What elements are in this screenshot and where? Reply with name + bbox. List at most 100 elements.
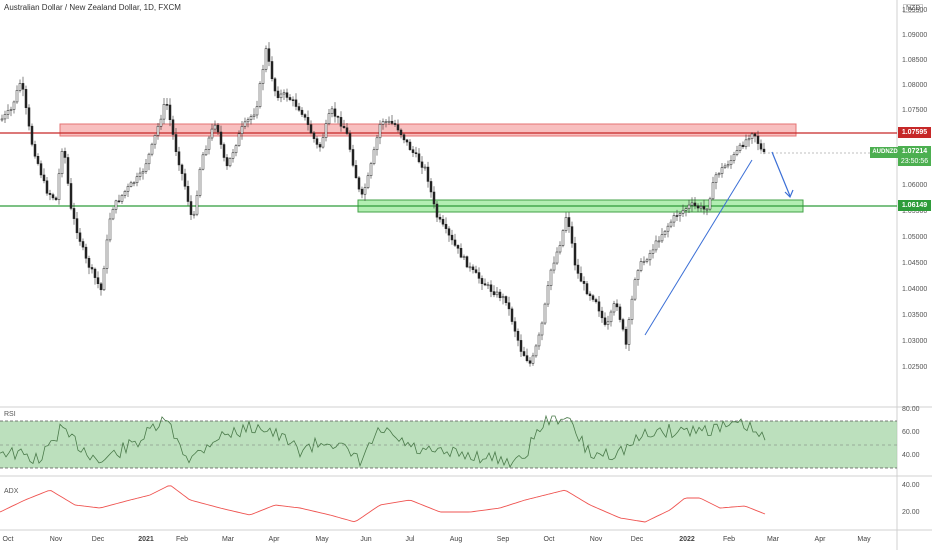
candle-body xyxy=(489,284,493,292)
candle-body xyxy=(219,131,223,145)
price-tick: 1.08000 xyxy=(902,82,928,89)
currency-unit-label[interactable]: NZD xyxy=(903,4,924,13)
candle-body xyxy=(258,83,262,107)
candle-body xyxy=(663,230,667,235)
candle-body xyxy=(225,157,229,167)
candle-body xyxy=(678,213,682,216)
candle-body xyxy=(621,319,625,330)
candle-body xyxy=(549,269,553,286)
candle-body xyxy=(141,171,145,174)
candle-body xyxy=(354,165,358,179)
candle-body xyxy=(162,104,166,120)
candle-body xyxy=(300,109,304,115)
candle-body xyxy=(705,208,709,211)
candle-body xyxy=(270,61,274,79)
candle-body xyxy=(132,182,136,184)
candle-body xyxy=(312,132,316,139)
candle-body xyxy=(600,310,604,319)
candle-body xyxy=(276,90,280,99)
candle-body xyxy=(63,151,67,158)
candle-body xyxy=(138,172,142,177)
candle-body xyxy=(231,152,235,159)
candle-body xyxy=(174,134,178,152)
candle-body xyxy=(561,230,565,246)
candle-body xyxy=(654,240,658,251)
candle-body xyxy=(720,167,724,174)
candle-body xyxy=(747,138,751,141)
candle-body xyxy=(168,104,172,121)
candle-body xyxy=(135,176,139,183)
candle-body xyxy=(60,151,64,175)
time-tick: Apr xyxy=(268,536,280,543)
candle-body xyxy=(36,155,40,164)
candle-body xyxy=(321,137,325,148)
candle-body xyxy=(468,266,472,269)
candle-body xyxy=(159,118,163,127)
chart-title: Australian Dollar / New Zealand Dollar, … xyxy=(4,3,181,12)
candle-body xyxy=(66,157,70,184)
candle-body xyxy=(597,301,601,312)
candle-body xyxy=(105,239,109,269)
candle-body xyxy=(87,258,91,268)
price-tick: 1.05500 xyxy=(902,208,928,215)
adx-label: ADX xyxy=(4,488,19,495)
candle-body xyxy=(33,144,37,157)
candle-body xyxy=(399,129,403,135)
candle-body xyxy=(432,191,436,205)
candle-body xyxy=(570,226,574,244)
candle-body xyxy=(627,319,631,345)
candle-body xyxy=(639,261,643,271)
candle-body xyxy=(180,164,184,174)
candle-body xyxy=(27,107,31,127)
candle-body xyxy=(423,166,427,169)
candle-body xyxy=(525,355,529,361)
candle-body xyxy=(207,137,211,150)
candle-body xyxy=(618,306,622,320)
candle-body xyxy=(90,267,94,270)
bar-countdown: 23:50:56 xyxy=(898,157,931,166)
rsi-line xyxy=(0,414,766,468)
candle-body xyxy=(30,125,34,145)
candle-body xyxy=(438,216,442,220)
candle-body xyxy=(579,273,583,282)
candle-body xyxy=(165,104,169,106)
candle-body xyxy=(0,118,4,121)
candle-body xyxy=(375,137,379,151)
candle-body xyxy=(348,133,352,150)
candle-body xyxy=(342,126,346,129)
candle-body xyxy=(444,223,448,229)
candle-body xyxy=(507,302,511,310)
candle-body xyxy=(609,311,613,323)
candle-body xyxy=(750,133,754,139)
candle-body xyxy=(195,195,199,215)
candle-body xyxy=(261,69,265,84)
candle-body xyxy=(75,218,79,234)
candle-body xyxy=(660,234,664,242)
candle-body xyxy=(636,270,640,280)
support-price-tag: 1.06149 xyxy=(898,200,931,211)
candle-body xyxy=(51,194,55,199)
candle-body xyxy=(510,308,514,322)
price-tick: 1.03500 xyxy=(902,312,928,319)
candle-body xyxy=(630,298,634,320)
resistance-zone xyxy=(59,123,797,137)
candle-body xyxy=(516,330,520,341)
candle-body xyxy=(378,124,382,139)
candle-body xyxy=(201,154,205,170)
time-tick: May xyxy=(857,536,871,543)
candle-body xyxy=(585,283,589,295)
candle-body xyxy=(465,256,469,268)
time-tick: 2022 xyxy=(679,536,695,543)
rsi-band xyxy=(0,421,897,468)
time-tick: Nov xyxy=(589,536,603,543)
symbol-tag: AUDNZD xyxy=(870,147,900,158)
candle-body xyxy=(303,114,307,118)
candle-body xyxy=(381,121,385,125)
candle-body xyxy=(528,360,532,364)
candle-body xyxy=(12,101,16,110)
candle-body xyxy=(717,173,721,176)
candle-body xyxy=(171,119,175,135)
time-tick: Aug xyxy=(449,536,463,543)
candle-body xyxy=(372,149,376,164)
